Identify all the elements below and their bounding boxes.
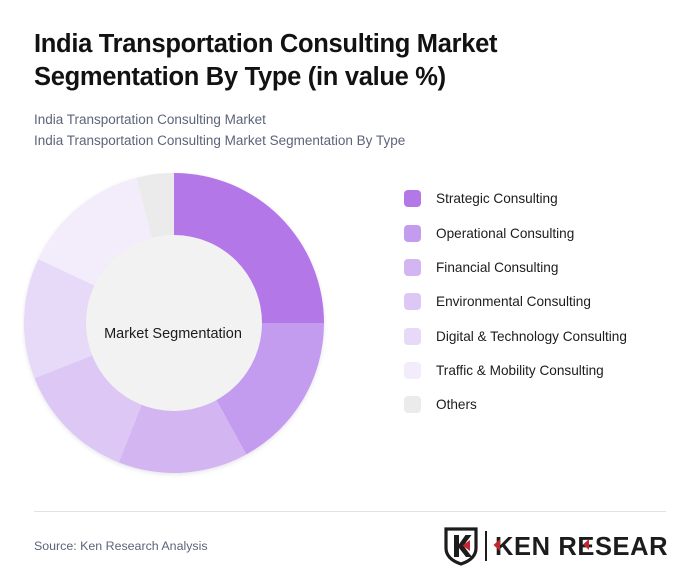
page-title: India Transportation Consulting Market S…	[34, 30, 498, 92]
chart-body: Market Segmentation Strategic Consulting…	[0, 151, 700, 491]
legend-swatch	[404, 224, 421, 242]
legend-item[interactable]: Environmental Consulting	[404, 292, 700, 311]
legend-item[interactable]: Others	[404, 395, 700, 414]
chart-header: India Transportation Consulting Market S…	[0, 0, 700, 151]
legend-label: Environmental Consulting	[436, 294, 591, 310]
legend-swatch	[404, 327, 421, 345]
subtitle-market: India Transportation Consulting Market	[34, 112, 266, 128]
subtitle-segmentation: India Transportation Consulting Market S…	[34, 132, 406, 148]
legend-item[interactable]: Strategic Consulting	[404, 189, 700, 208]
donut-svg	[24, 173, 324, 474]
legend-label: Traffic & Mobility Consulting	[436, 362, 604, 378]
subtitle-group: India Transportation Consulting Market I…	[34, 110, 666, 151]
legend-label: Financial Consulting	[436, 259, 559, 275]
svg-text:KEN RESEARCH: KEN RESEARCH	[495, 533, 668, 561]
logo-svg: KEN RESEARCH	[444, 527, 668, 566]
legend-label: Others	[436, 397, 477, 413]
logo-wordmark: KEN RESEARCH	[493, 533, 668, 561]
logo-divider	[485, 531, 487, 561]
legend-item[interactable]: Traffic & Mobility Consulting	[404, 361, 700, 380]
chart-legend: Strategic Consulting Operational Consulti…	[404, 189, 700, 429]
chart-footer: Source: Ken Research Analysis KEN RESEAR…	[34, 511, 668, 580]
legend-item[interactable]: Operational Consulting	[404, 224, 700, 243]
legend-label: Strategic Consulting	[436, 191, 558, 207]
legend-swatch	[404, 293, 421, 311]
legend-swatch	[404, 396, 421, 414]
donut-chart: Market Segmentation	[22, 173, 352, 491]
legend-swatch	[404, 361, 421, 379]
ken-research-logo: KEN RESEARCH	[440, 526, 668, 566]
ken-shield-k-logo	[444, 527, 478, 566]
legend-swatch	[404, 258, 421, 276]
legend-item[interactable]: Digital & Technology Consulting	[404, 327, 700, 346]
legend-swatch	[404, 190, 421, 208]
legend-label: Digital & Technology Consulting	[436, 328, 627, 344]
legend-label: Operational Consulting	[436, 225, 575, 241]
legend-item[interactable]: Financial Consulting	[404, 258, 700, 277]
source-note: Source: Ken Research Analysis	[34, 539, 208, 553]
donut-hole	[86, 235, 262, 412]
